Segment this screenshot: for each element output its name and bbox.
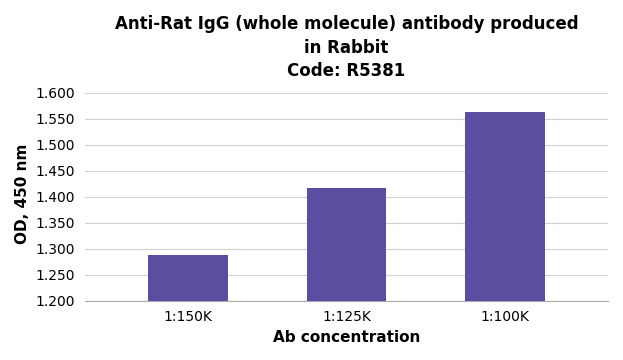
Bar <box>148 256 227 301</box>
Title: Anti-Rat IgG (whole molecule) antibody produced
in Rabbit
Code: R5381: Anti-Rat IgG (whole molecule) antibody p… <box>115 15 578 80</box>
X-axis label: Ab concentration: Ab concentration <box>273 330 420 345</box>
Y-axis label: OD, 450 nm: OD, 450 nm <box>15 144 30 244</box>
Bar <box>307 188 386 301</box>
Bar <box>465 112 545 301</box>
